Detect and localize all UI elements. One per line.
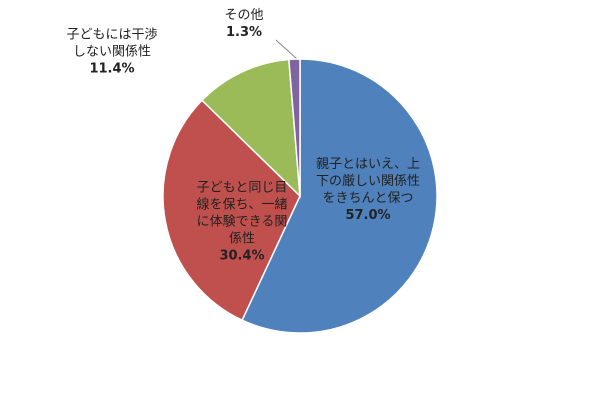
pie-slice: [241, 58, 438, 334]
value-label: 57.0%: [345, 208, 391, 223]
value-label: 30.4%: [219, 248, 265, 264]
pie-slice: [162, 99, 301, 322]
leader-line: [275, 39, 298, 60]
slice-label: 親子とはいえ、上下の厳しい関係性をきちんと保つ 57.0%: [316, 156, 420, 224]
slice-label: 子どもには干渉しない関係性 11.4%: [66, 27, 158, 78]
value-label: 11.4%: [89, 61, 135, 77]
pie-slice: [200, 58, 301, 198]
category-label: その他: [224, 8, 264, 23]
category-label: 親子とはいえ、上下の厳しい関係性をきちんと保つ: [316, 157, 421, 206]
category-label: 子どもには干渉しない関係性: [66, 27, 158, 60]
slice-label: その他 1.3%: [209, 7, 279, 41]
category-label: 子どもと同じ目線を保ち、一緒に体験できる関係性: [196, 180, 288, 247]
value-label: 1.3%: [225, 25, 263, 40]
pie-slice: [288, 58, 301, 197]
slice-label: 子どもと同じ目線を保ち、一緒に体験できる関係性 30.4%: [191, 180, 293, 265]
